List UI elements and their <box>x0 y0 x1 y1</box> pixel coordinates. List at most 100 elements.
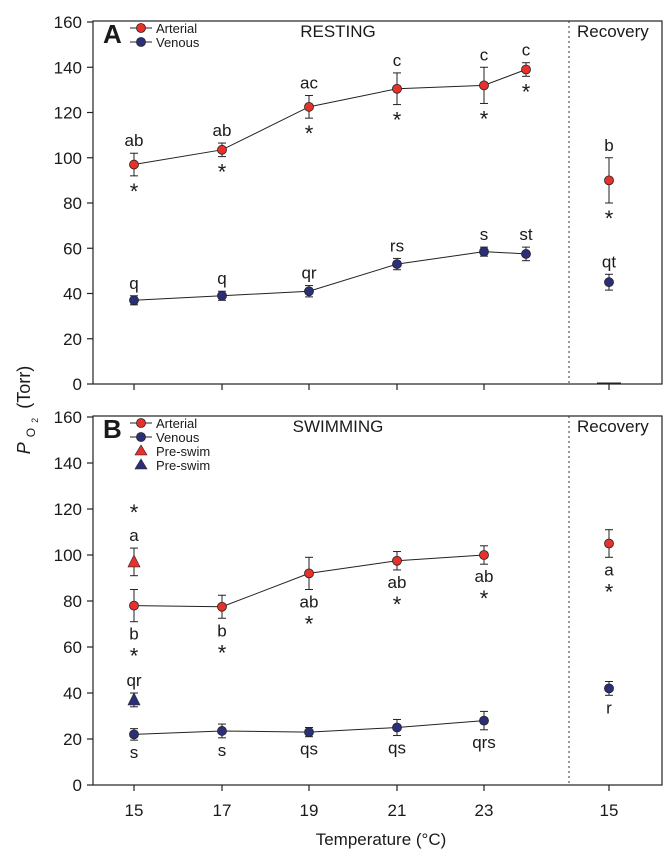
letter-label: a <box>604 560 614 579</box>
letter-label: c <box>522 41 531 60</box>
data-point <box>217 290 227 301</box>
recovery-label: Recovery <box>577 22 649 41</box>
letter-label: s <box>480 225 489 244</box>
data-point <box>392 83 402 94</box>
legend-label: Arterial <box>156 21 197 36</box>
panel-title: SWIMMING <box>293 417 384 436</box>
data-point <box>521 64 531 75</box>
y-tick-label: 80 <box>63 592 82 611</box>
plot-frame <box>92 20 663 385</box>
data-point <box>479 80 489 91</box>
significance-star: * <box>130 179 139 204</box>
y-tick-label: 120 <box>54 104 82 123</box>
letter-label: qr <box>301 264 316 283</box>
data-point <box>304 568 314 579</box>
significance-star: * <box>605 206 614 231</box>
y-tick-label: 40 <box>63 684 82 703</box>
legend-label: Pre-swim <box>156 444 210 459</box>
letter-label: ac <box>300 74 318 93</box>
legend-marker <box>136 418 146 428</box>
data-point <box>604 683 614 694</box>
letter-label: b <box>604 136 613 155</box>
x-tick-label: 17 <box>213 801 232 820</box>
y-tick-label: 100 <box>54 149 82 168</box>
letter-label: q <box>129 274 138 293</box>
data-point <box>521 249 531 259</box>
data-point <box>604 277 614 288</box>
letter-label: st <box>519 225 533 244</box>
letter-label: ab <box>475 567 494 586</box>
letter-label: ab <box>388 573 407 592</box>
x-axis-label: Temperature (°C) <box>316 830 447 849</box>
y-tick-label: 0 <box>73 375 82 394</box>
letter-label: rs <box>390 236 404 255</box>
panel-a: 0 20 40 60 80 100 120 140 160 A RESTING Recovery Art… <box>54 13 663 394</box>
data-point <box>304 727 314 737</box>
x-tick-label: 15 <box>600 801 619 820</box>
panel-title: RESTING <box>300 22 376 41</box>
panel-letter: B <box>103 414 122 444</box>
panel-b: 0 20 40 60 80 100 120 140 160 15 17 19 21 23 15 B SWIMMI… <box>54 408 663 820</box>
legend-marker <box>136 23 146 33</box>
letter-label: qs <box>300 740 318 759</box>
panel-letter: A <box>103 19 122 49</box>
y-tick-label: 160 <box>54 408 82 427</box>
legend-label: Venous <box>156 430 200 445</box>
significance-star: * <box>393 592 402 617</box>
data-point <box>604 538 614 549</box>
legend-marker <box>136 37 146 47</box>
y-tick-label: 120 <box>54 500 82 519</box>
data-point <box>129 729 139 740</box>
letter-label: ab <box>300 593 319 612</box>
y-tick-label: 60 <box>63 638 82 657</box>
legend-marker <box>134 444 148 456</box>
legend-marker <box>136 432 146 442</box>
data-point <box>127 692 141 706</box>
significance-star: * <box>522 79 531 104</box>
letter-label: b <box>217 621 226 640</box>
letter-label: c <box>393 51 402 70</box>
data-point <box>479 550 489 560</box>
y-tick-label: 40 <box>63 285 82 304</box>
significance-star: * <box>393 108 402 133</box>
y-tick-label: 60 <box>63 239 82 258</box>
y-axis-label: P O 2 (Torr) <box>14 366 42 454</box>
data-point <box>129 600 139 611</box>
legend-label: Arterial <box>156 416 197 431</box>
significance-star: * <box>218 640 227 665</box>
series-line-arterial <box>133 69 527 166</box>
data-point <box>392 259 402 269</box>
letter-label: ab <box>213 121 232 140</box>
legend-label: Pre-swim <box>156 458 210 473</box>
data-point <box>479 715 489 726</box>
recovery-label: Recovery <box>577 417 649 436</box>
data-point <box>129 295 139 306</box>
y-tick-label: 100 <box>54 546 82 565</box>
letter-label: qrs <box>472 733 496 752</box>
data-point <box>304 286 314 297</box>
letter-label: qt <box>602 252 616 271</box>
significance-star: * <box>605 579 614 604</box>
series-line-venous <box>133 251 527 301</box>
letter-label: s <box>218 741 227 760</box>
data-point <box>127 554 141 568</box>
letter-label: ab <box>125 131 144 150</box>
data-point <box>217 726 227 736</box>
y-tick-label: 0 <box>73 776 82 795</box>
y-tick-label: 20 <box>63 330 82 349</box>
significance-star: * <box>305 612 314 637</box>
x-tick-label: 15 <box>125 801 144 820</box>
letter-label: a <box>129 526 139 545</box>
data-point <box>217 144 227 155</box>
x-tick-label: 19 <box>300 801 319 820</box>
letter-label: q <box>217 269 226 288</box>
letter-label: c <box>480 45 489 64</box>
data-point <box>392 555 402 566</box>
y-tick-label: 160 <box>54 13 82 32</box>
letter-label: qr <box>126 671 141 690</box>
legend-label: Venous <box>156 35 200 50</box>
significance-star: * <box>305 121 314 146</box>
legend-marker <box>134 458 148 470</box>
x-tick-label: 21 <box>388 801 407 820</box>
